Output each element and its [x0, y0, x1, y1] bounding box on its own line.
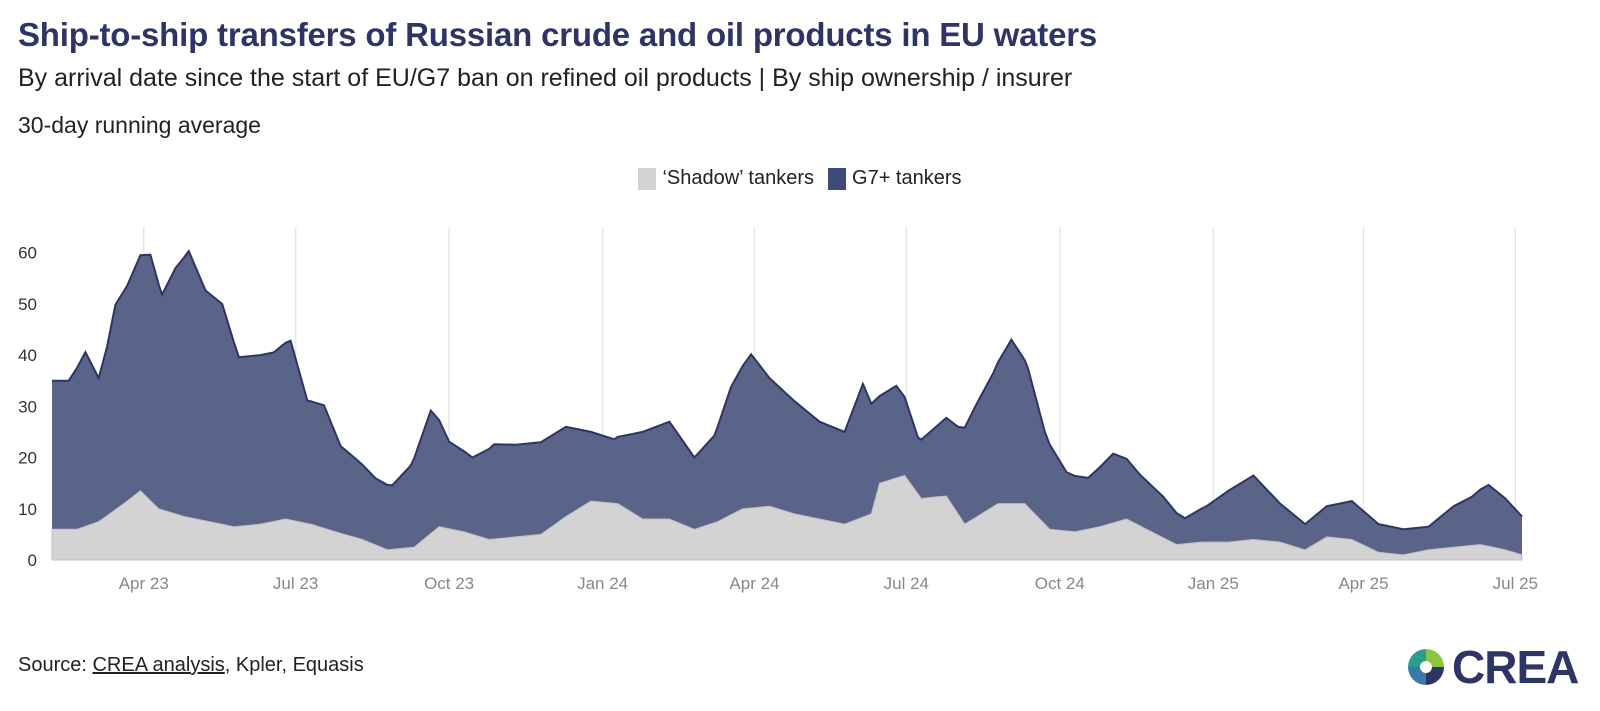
x-tick-label: Oct 24	[1035, 574, 1085, 593]
x-tick-label: Oct 23	[424, 574, 474, 593]
x-tick-label: Apr 24	[729, 574, 779, 593]
x-tick-label: Jul 25	[1493, 574, 1538, 593]
series-area-g7-tankers	[52, 251, 1522, 555]
series-line-g7-tankers	[52, 249, 1523, 531]
y-tick-label: 60	[18, 244, 37, 263]
crea-logo-icon	[1408, 649, 1444, 685]
legend-swatch-shadow	[638, 167, 657, 190]
source-note: Source: CREA analysis, Kpler, Equasis	[18, 654, 364, 677]
y-tick-label: 20	[18, 449, 37, 468]
series-area-shadow-tankers	[51, 474, 1523, 561]
source-prefix: Source:	[18, 654, 93, 676]
crea-logo-text: CREA	[1452, 641, 1579, 693]
x-tick-label: Jul 24	[884, 574, 929, 593]
area-chart: Apr 23 Jul 23 Oct 23 Jan 24 Apr 24 Jul 24 Oct …	[18, 227, 1538, 593]
chart-title: Ship-to-ship transfers of Russian crude …	[18, 16, 1098, 53]
y-tick-label: 40	[18, 346, 37, 365]
legend-label-g7: G7+ tankers	[852, 167, 962, 189]
legend-swatch-g7	[828, 167, 847, 190]
y-tick-label: 50	[18, 295, 37, 314]
y-tick-label: 0	[28, 551, 37, 570]
legend-label-shadow: ‘Shadow’ tankers	[662, 167, 815, 189]
chart-subtitle: By arrival date since the start of EU/G7…	[18, 64, 1073, 92]
x-tick-label: Apr 25	[1338, 574, 1388, 593]
x-tick-label: Jan 25	[1188, 574, 1239, 593]
x-tick-label: Apr 23	[119, 574, 169, 593]
y-tick-label: 10	[18, 500, 37, 519]
legend-item-g7[interactable]: G7+ tankers	[828, 167, 962, 190]
y-tick-label: 30	[18, 397, 37, 416]
x-tick-label: Jul 23	[273, 574, 318, 593]
x-tick-label: Jan 24	[577, 574, 628, 593]
source-link[interactable]: CREA analysis	[92, 654, 225, 676]
chart-note: 30-day running average	[18, 112, 261, 138]
crea-logo: CREA	[1406, 640, 1579, 694]
legend-item-shadow[interactable]: ‘Shadow’ tankers	[638, 167, 814, 190]
legend: ‘Shadow’ tankers G7+ tankers	[0, 167, 1600, 190]
source-rest: , Kpler, Equasis	[224, 654, 364, 676]
